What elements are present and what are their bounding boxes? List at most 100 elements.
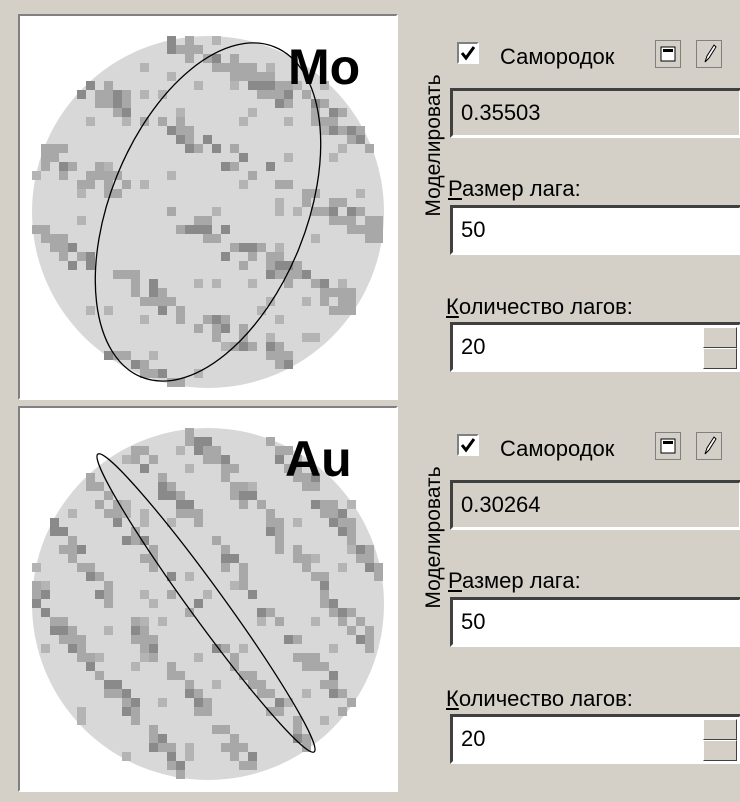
map-shape [284,270,293,279]
map-shape [50,234,59,243]
spin-up[interactable] [703,327,737,348]
checkbox[interactable] [457,42,479,64]
map-shape [248,671,257,680]
map-shape [257,617,266,626]
map-shape [149,725,158,734]
map-shape [302,90,311,99]
map-shape [293,653,302,662]
map-shape [257,81,266,90]
map-shape [104,680,113,689]
map-shape [293,464,302,473]
map-shape [239,72,248,81]
map-shape [104,171,113,180]
map-shape [230,243,239,252]
map-shape [284,99,293,108]
map-shape [176,509,185,518]
map-shape [365,554,374,563]
map-shape [329,518,338,527]
lag-size-input[interactable]: 50 [450,597,740,647]
map-shape [248,171,257,180]
map-shape [284,446,293,455]
map-shape [176,126,185,135]
map-shape [185,126,194,135]
map-shape [68,626,77,635]
map-shape [113,680,122,689]
map-shape [347,698,356,707]
map-shape [338,527,347,536]
map-shape [176,500,185,509]
map-shape [302,270,311,279]
map-shape [149,635,158,644]
map-shape [131,698,140,707]
calc-button[interactable] [655,40,681,68]
map-shape [86,563,95,572]
map-shape [239,644,248,653]
map-shape [194,324,203,333]
map-shape [122,536,131,545]
map-shape [302,734,311,743]
map-shape [239,563,248,572]
map-shape [158,306,167,315]
map-shape [167,662,176,671]
map-shape [149,644,158,653]
spin-down[interactable] [703,348,737,369]
map-shape [194,144,203,153]
map-shape [311,279,320,288]
map-shape [275,536,284,545]
map-shape [239,491,248,500]
map-shape [329,608,338,617]
map-shape [293,635,302,644]
map-shape [185,689,194,698]
map-shape [248,279,257,288]
map-shape [275,698,284,707]
map-shape [131,707,140,716]
map-shape [311,473,320,482]
nugget-label: Самородок [500,44,615,69]
map-shape [329,117,338,126]
edit-button[interactable] [696,40,722,68]
map-shape [158,473,167,482]
map-shape [113,689,122,698]
map-shape [68,536,77,545]
map-shape [203,707,212,716]
map-svg [32,36,384,388]
map-shape [176,117,185,126]
map-shape [86,306,95,315]
map-shape [212,324,221,333]
map-shape [194,509,203,518]
map-shape [347,527,356,536]
map-shape [230,752,239,761]
map-shape [167,590,176,599]
spin-up[interactable] [703,719,737,740]
map-shape [86,653,95,662]
checkbox[interactable] [457,434,479,456]
map-shape [32,36,384,388]
lag-count-input[interactable]: 20 [450,322,740,372]
map-shape [86,261,95,270]
map-shape [140,536,149,545]
map-shape [230,581,239,590]
map-shape [221,225,230,234]
map-shape [149,288,158,297]
map-shape [275,360,284,369]
map-shape [221,63,230,72]
map-shape [302,297,311,306]
nugget-field: 0.35503 [450,88,740,138]
edit-button[interactable] [696,432,722,460]
map-shape [356,189,365,198]
map-shape [176,306,185,315]
map-shape [113,270,122,279]
calc-button[interactable] [655,432,681,460]
map-shape [266,342,275,351]
map-shape [149,743,158,752]
spin-down[interactable] [703,740,737,761]
map-shape [266,297,275,306]
map-shape [365,144,374,153]
map-shape [266,333,275,342]
lag-count-input[interactable]: 20 [450,714,740,764]
map-shape [212,725,221,734]
map-shape [167,126,176,135]
map-shape [104,590,113,599]
map-shape [302,563,311,572]
lag-size-input[interactable]: 50 [450,205,740,255]
